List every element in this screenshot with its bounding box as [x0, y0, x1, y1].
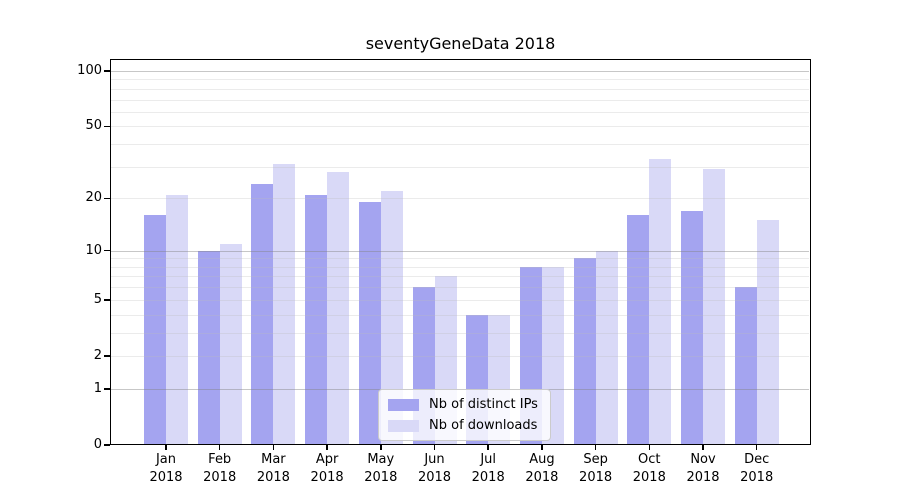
gridline-minor-30: [111, 166, 809, 168]
y-tick-mark-20: [104, 197, 110, 200]
gridline-major-10: [111, 250, 809, 252]
gridline-minor-3: [111, 332, 809, 334]
y-tick-label-0: 0: [93, 437, 102, 453]
gridline-minor-2: [111, 355, 809, 357]
x-tick-mark-Mar: [272, 445, 275, 450]
legend-label-distinct-ips: Nb of distinct IPs: [429, 397, 538, 412]
legend-swatch-distinct-ips: [388, 398, 419, 411]
bar-distinct-ips-Mar: [251, 184, 274, 445]
bar-downloads-May: [380, 190, 403, 445]
y-tick-label-100: 100: [77, 63, 102, 79]
x-tick-mark-Jun: [433, 445, 436, 450]
x-tick-mark-Sep: [594, 445, 597, 450]
x-tick-mark-Jul: [487, 445, 489, 450]
bar-distinct-ips-Oct: [627, 215, 650, 445]
x-tick-mark-Apr: [326, 445, 328, 450]
bar-downloads-Dec: [756, 220, 779, 445]
x-tick-mark-Dec: [755, 445, 758, 450]
bar-downloads-Jan: [166, 194, 188, 445]
y-tick-mark-10: [104, 249, 110, 252]
y-tick-mark-1: [104, 388, 110, 390]
legend-item-distinct-ips: Nb of distinct IPs: [388, 397, 538, 412]
x-tick-label-Nov: Nov 2018: [686, 452, 720, 485]
bar-distinct-ips-Apr: [305, 194, 328, 445]
y-tick-label-5: 5: [93, 291, 102, 307]
bar-downloads-Oct: [649, 159, 672, 445]
x-tick-label-Jul: Jul 2018: [471, 452, 505, 485]
legend-swatch-downloads: [388, 419, 419, 432]
x-tick-mark-Oct: [648, 445, 651, 450]
x-tick-mark-May: [380, 445, 382, 450]
x-tick-label-Aug: Aug 2018: [525, 452, 559, 485]
gridline-minor-50: [111, 126, 809, 128]
bar-distinct-ips-Sep: [573, 258, 596, 445]
bar-distinct-ips-May: [358, 202, 381, 445]
y-tick-mark-50: [104, 125, 110, 128]
legend-item-downloads: Nb of downloads: [388, 418, 538, 433]
y-tick-label-1: 1: [93, 381, 102, 397]
x-tick-mark-Jan: [165, 445, 167, 450]
y-tick-mark-100: [104, 70, 110, 72]
x-tick-label-Jan: Jan 2018: [149, 452, 183, 485]
bar-downloads-Feb: [219, 243, 242, 445]
y-tick-mark-2: [104, 355, 110, 357]
bar-downloads-Mar: [273, 164, 296, 445]
gridline-minor-7: [111, 276, 809, 278]
gridline-major-100: [111, 70, 809, 72]
x-tick-label-Oct: Oct 2018: [632, 452, 666, 485]
x-tick-label-Mar: Mar 2018: [256, 452, 290, 485]
y-tick-label-50: 50: [85, 118, 102, 134]
bar-distinct-ips-Nov: [681, 210, 703, 445]
x-tick-mark-Aug: [541, 445, 543, 450]
y-tick-label-10: 10: [85, 242, 102, 258]
y-tick-label-2: 2: [93, 348, 102, 364]
y-tick-label-20: 20: [85, 190, 102, 206]
y-tick-mark-0: [104, 444, 110, 446]
gridline-minor-60: [111, 111, 809, 113]
legend-label-downloads: Nb of downloads: [429, 418, 538, 433]
legend: Nb of distinct IPs Nb of downloads: [378, 389, 551, 441]
gridline-minor-90: [111, 79, 809, 81]
x-tick-label-Feb: Feb 2018: [203, 452, 237, 485]
y-tick-mark-5: [104, 299, 110, 301]
x-tick-label-May: May 2018: [364, 452, 398, 485]
gridline-minor-8: [111, 266, 809, 268]
x-tick-label-Jun: Jun 2018: [417, 452, 452, 485]
bar-downloads-Sep: [595, 250, 618, 445]
bar-distinct-ips-Jan: [144, 215, 166, 445]
x-tick-label-Dec: Dec 2018: [740, 452, 774, 485]
gridline-minor-9: [111, 258, 809, 260]
gridline-minor-80: [111, 88, 809, 90]
chart-title: seventyGeneData 2018: [365, 34, 556, 53]
x-tick-label-Apr: Apr 2018: [310, 452, 344, 485]
gridline-minor-4: [111, 314, 809, 316]
bar-distinct-ips-Feb: [197, 250, 220, 445]
x-tick-mark-Nov: [702, 445, 704, 450]
bar-downloads-Nov: [703, 169, 725, 445]
bar-distinct-ips-Dec: [734, 287, 757, 445]
gridline-minor-5: [111, 299, 809, 301]
gridline-minor-70: [111, 99, 809, 101]
gridline-minor-6: [111, 287, 809, 289]
gridline-minor-20: [111, 198, 809, 200]
bar-downloads-Apr: [327, 172, 350, 445]
x-tick-label-Sep: Sep 2018: [579, 452, 613, 485]
gridline-minor-40: [111, 144, 809, 146]
x-tick-mark-Feb: [218, 445, 221, 450]
